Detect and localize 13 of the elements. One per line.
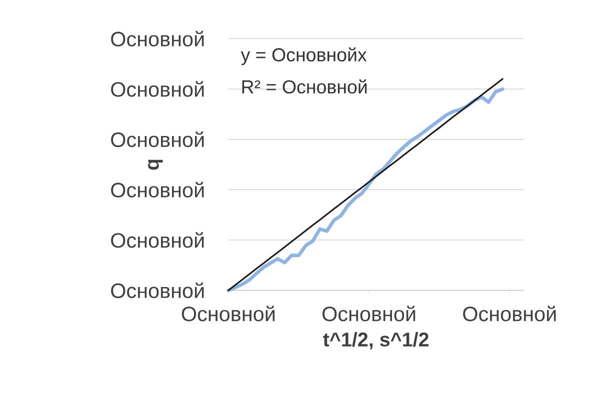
text: Основной bbox=[111, 131, 204, 147]
text: y = Основнойx bbox=[240, 47, 367, 66]
text: Основной bbox=[111, 30, 204, 46]
y-axis-title: q bbox=[148, 160, 163, 170]
text: Основной bbox=[111, 232, 204, 248]
x-tick-label: Основной bbox=[182, 306, 274, 322]
text: Основной bbox=[111, 282, 204, 298]
x-axis-title: t^1/2, s^1/2 bbox=[323, 332, 428, 350]
text: Основной bbox=[111, 182, 204, 198]
x-tick-label: Основной bbox=[463, 306, 556, 322]
annotation: R² = Основной bbox=[242, 79, 367, 94]
x-tick-label: Основной bbox=[322, 306, 416, 322]
text: Основной bbox=[111, 81, 204, 97]
